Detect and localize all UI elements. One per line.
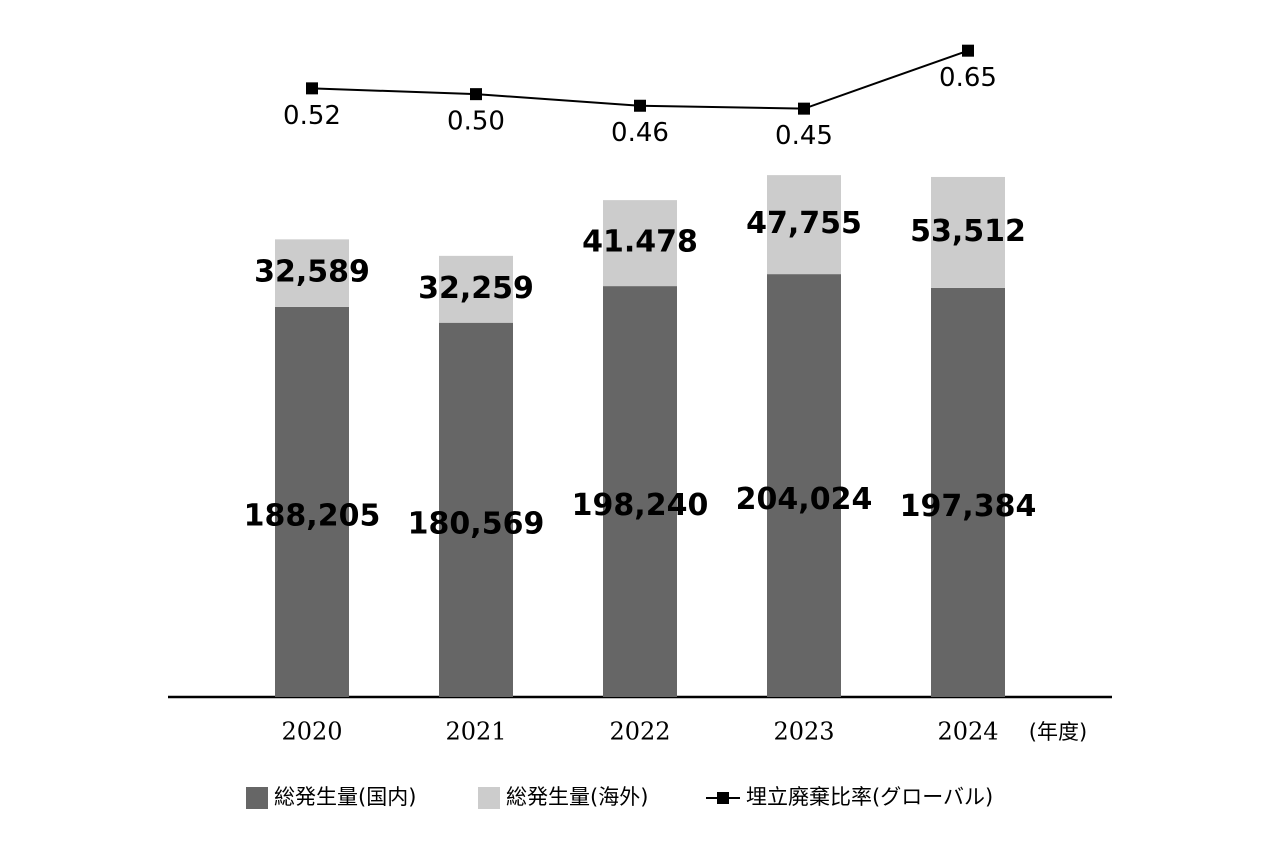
line-marker: [798, 102, 810, 115]
data-label: 47,755: [746, 206, 862, 241]
data-label: 0.50: [447, 107, 505, 137]
bar: [931, 176, 1005, 288]
line-marker: [306, 82, 318, 95]
x-axis-unit: (年度): [1029, 720, 1087, 744]
bar: [275, 239, 349, 307]
bar: [275, 306, 349, 697]
data-label: 32,259: [418, 271, 534, 306]
data-label: 32,589: [254, 255, 370, 290]
legend-marker: [717, 792, 729, 804]
data-label: 180,569: [408, 506, 545, 541]
bar: [767, 175, 841, 275]
bar: [603, 286, 677, 697]
x-tick-label: 2023: [773, 718, 834, 746]
legend-swatch: [246, 787, 268, 809]
data-label: 53,512: [910, 214, 1026, 249]
data-label: 197,384: [900, 489, 1037, 524]
bar: [767, 274, 841, 697]
data-label: 0.46: [611, 118, 669, 148]
line-marker: [470, 88, 482, 101]
legend-label: 総発生量(国内): [274, 785, 416, 809]
bar: [931, 287, 1005, 697]
x-tick-label: 2021: [445, 718, 506, 746]
bar: [439, 255, 513, 323]
data-label: 204,024: [736, 482, 873, 517]
data-label: 41.478: [582, 225, 698, 260]
bar: [439, 322, 513, 697]
legend-label: 総発生量(海外): [506, 785, 648, 809]
data-label: 0.65: [939, 63, 997, 93]
data-label: 0.45: [775, 121, 833, 151]
legend-label: 埋立廃棄比率(グローバル): [746, 785, 993, 809]
legend-swatch: [478, 787, 500, 809]
bar: [603, 200, 677, 287]
data-label: 198,240: [572, 488, 709, 523]
x-tick-label: 2020: [281, 718, 342, 746]
data-label: 188,205: [244, 498, 381, 533]
line-marker: [634, 99, 646, 112]
data-label: 0.52: [283, 101, 341, 131]
x-tick-label: 2024: [937, 718, 998, 746]
x-tick-label: 2022: [609, 718, 670, 746]
line-marker: [962, 44, 974, 57]
